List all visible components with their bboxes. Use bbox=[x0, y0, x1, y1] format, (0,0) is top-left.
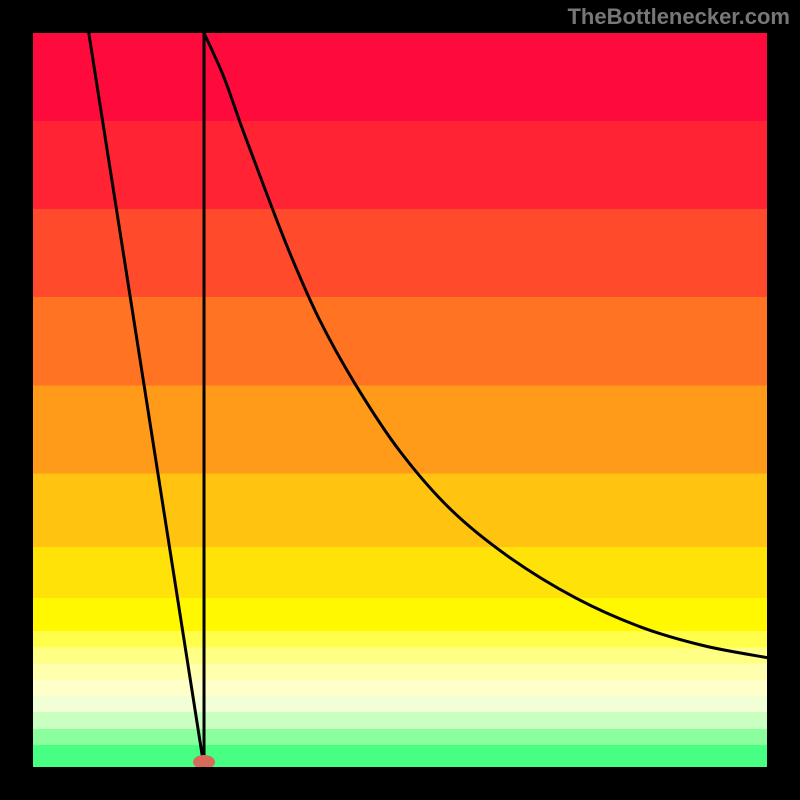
bottleneck-chart bbox=[0, 0, 800, 800]
chart-container: TheBottlenecker.com bbox=[0, 0, 800, 800]
watermark-text: TheBottlenecker.com bbox=[567, 4, 790, 30]
optimum-marker bbox=[193, 755, 215, 769]
chart-background-gradient bbox=[33, 33, 767, 767]
